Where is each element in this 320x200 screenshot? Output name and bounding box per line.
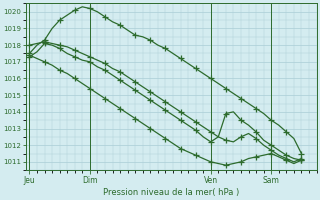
X-axis label: Pression niveau de la mer( hPa ): Pression niveau de la mer( hPa ) — [103, 188, 239, 197]
